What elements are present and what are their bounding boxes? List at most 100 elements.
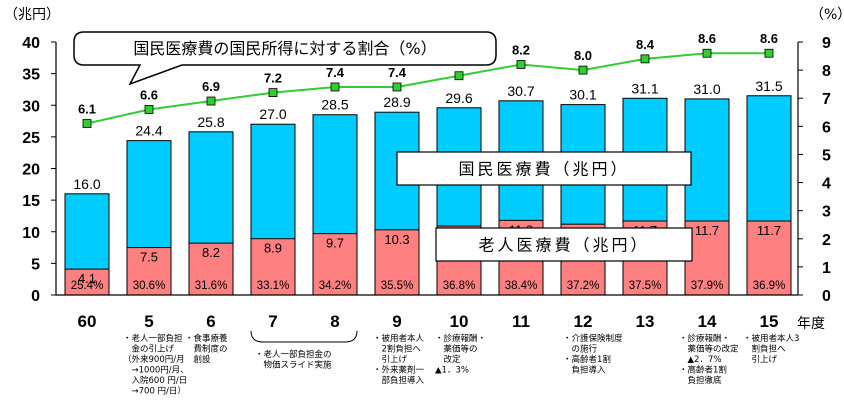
- event-annotation-line: 部負担導入: [373, 375, 425, 386]
- event-annotation-line: ・被用者本人3: [743, 333, 799, 344]
- series-legends: 国民医療費（兆円） 老人医療費（兆円）: [396, 151, 693, 262]
- ratio-point-label: 7.4: [388, 65, 407, 80]
- left-y-axis: 0 5 10 15 20 25 30 35 40: [22, 35, 57, 305]
- ratio-point-label: 6.9: [202, 79, 220, 94]
- ratio-line: [86, 52, 769, 125]
- left-axis-tick-label: 25: [22, 130, 40, 147]
- ratio-point: [392, 82, 402, 92]
- ratio-point-label: 7.2: [264, 71, 282, 86]
- event-annotation: ・介護保険制度 の施行・高齢者1割 負担導入: [563, 333, 623, 376]
- elderly-share-label: 34.2%: [319, 280, 352, 292]
- event-annotation-line: ・老人一部負担金の: [255, 349, 332, 360]
- total-expense-legend-box: [396, 151, 692, 186]
- total-expense-label: 16.0: [73, 176, 100, 192]
- ratio-point: [268, 88, 278, 97]
- event-annotation-line: ・診療報酬・: [679, 333, 730, 344]
- ratio-point: [764, 48, 774, 58]
- elderly-share-label: 37.5%: [629, 280, 662, 292]
- event-annotation-line: ・高齢者1割: [679, 365, 727, 376]
- event-annotation-line: ・外来薬剤一: [373, 365, 425, 376]
- ratio-point-label: 7.4: [326, 65, 345, 80]
- ratio-point-label: 6.6: [140, 87, 158, 102]
- elderly-share-label: 37.2%: [567, 280, 600, 292]
- event-annotation-line: ・介護保険制度: [563, 333, 623, 344]
- x-axis-category-label: 11: [512, 312, 530, 331]
- event-annotation-line: 引上げ: [373, 355, 408, 365]
- event-annotation-line: 薬価等の: [435, 344, 478, 355]
- ratio-point-label: 8.2: [512, 42, 530, 57]
- elderly-expense-legend-label: 老人医療費（兆円）: [478, 236, 649, 255]
- event-annotation-line: 入院600 円/日: [123, 375, 187, 386]
- event-annotation-line: ▲2．7%: [679, 355, 721, 365]
- x-axis-category-label: 10: [450, 312, 469, 331]
- total-expense-label: 29.6: [445, 90, 472, 106]
- x-axis-category-label: 7: [268, 312, 277, 331]
- right-axis-tick-label: 3: [822, 204, 831, 221]
- ratio-point-label: 8.6: [698, 31, 716, 46]
- elderly-share-label: 37.9%: [691, 280, 724, 292]
- ratio-point: [640, 54, 650, 64]
- ratio-line-series: 6.16.66.97.27.47.47.88.28.08.48.68.6: [78, 31, 778, 128]
- x-axis-category-label: 13: [636, 312, 655, 331]
- elderly-expense-label: 4.1: [78, 271, 96, 286]
- total-expense-label: 31.0: [693, 81, 720, 97]
- ratio-point-label: 8.4: [636, 37, 655, 52]
- event-annotation-line: →700 円/日）: [123, 386, 186, 397]
- total-expense-legend-label: 国民医療費（兆円）: [458, 160, 629, 179]
- elderly-expense-label: 11.7: [695, 223, 719, 238]
- left-axis-tick-label: 30: [22, 98, 40, 115]
- ratio-point-label: 8.6: [760, 31, 778, 46]
- right-axis-tick-label: 4: [822, 176, 831, 193]
- total-expense-label: 25.8: [197, 114, 224, 130]
- right-axis-tick-label: 9: [822, 35, 831, 52]
- elderly-share-label: 36.8%: [443, 280, 476, 292]
- total-expense-label: 30.1: [569, 87, 596, 103]
- total-expense-label: 24.4: [135, 123, 162, 139]
- event-annotation-line: 負担徹底: [679, 375, 722, 386]
- left-axis-tick-label: 10: [22, 225, 40, 242]
- right-axis-tick-label: 7: [822, 91, 831, 108]
- event-annotation: ・被用者本人3 割負担へ 引上げ: [743, 333, 799, 365]
- event-annotation-line: ▲1．3%: [435, 366, 469, 376]
- event-annotation-line: の施行: [563, 344, 598, 355]
- ratio-point: [206, 96, 216, 106]
- total-expense-label: 28.9: [383, 94, 410, 110]
- right-axis-tick-label: 8: [822, 63, 831, 80]
- event-annotation-line: →1000円/月、: [123, 366, 189, 376]
- elderly-share-label: 25.4%: [71, 280, 104, 292]
- event-annotation-line: ・食事療養: [185, 333, 228, 344]
- event-annotation-line: 薬価等の改定: [679, 344, 739, 355]
- elderly-expense-label: 7.5: [140, 250, 158, 265]
- left-axis-tick-label: 20: [22, 162, 40, 179]
- ratio-point: [578, 65, 588, 75]
- x-axis-category-label: 15: [760, 312, 779, 331]
- x-axis: 60 5 6 7 8 9 10 11 12 13 14 15: [56, 294, 798, 343]
- elderly-expense-bar: [312, 233, 358, 296]
- total-expense-label: 30.7: [507, 83, 534, 99]
- event-annotation: ・老人一部負担 金の引上げ（外来900円/月 →1000円/月、 入院600 円…: [123, 333, 189, 397]
- event-annotation: ・食事療養 費制度の 創設: [185, 333, 228, 365]
- x-axis-category-label: 5: [144, 312, 153, 331]
- event-annotation: ・老人一部負担金の 物価スライド実施: [255, 349, 332, 371]
- total-expense-label: 27.0: [259, 106, 286, 122]
- event-annotation-line: 2割負担へ: [373, 344, 421, 355]
- event-annotation-line: ・高齢者1割: [563, 354, 611, 365]
- total-expense-label: 28.5: [321, 97, 348, 113]
- elderly-share-label: 36.9%: [753, 280, 786, 292]
- elderly-share-label: 35.5%: [381, 280, 414, 292]
- right-axis-tick-label: 2: [822, 232, 831, 249]
- elderly-share-label: 38.4%: [505, 280, 538, 292]
- elderly-share-label: 33.1%: [257, 280, 290, 292]
- years-7-8-bracket: [250, 330, 358, 343]
- left-axis-unit: （兆円）: [4, 7, 60, 23]
- left-axis-tick-label: 15: [22, 193, 40, 210]
- right-y-axis: 0 1 2 3 4 5 6 7 8 9: [797, 35, 831, 305]
- left-axis-tick-label: 40: [22, 35, 40, 52]
- ratio-point: [454, 71, 464, 81]
- event-annotation-line: （外来900円/月: [123, 354, 185, 365]
- event-annotation-line: 費制度の: [185, 344, 228, 355]
- ratio-point: [516, 60, 526, 69]
- elderly-expense-legend-box: [435, 227, 693, 262]
- event-annotation-line: 創設: [185, 354, 211, 365]
